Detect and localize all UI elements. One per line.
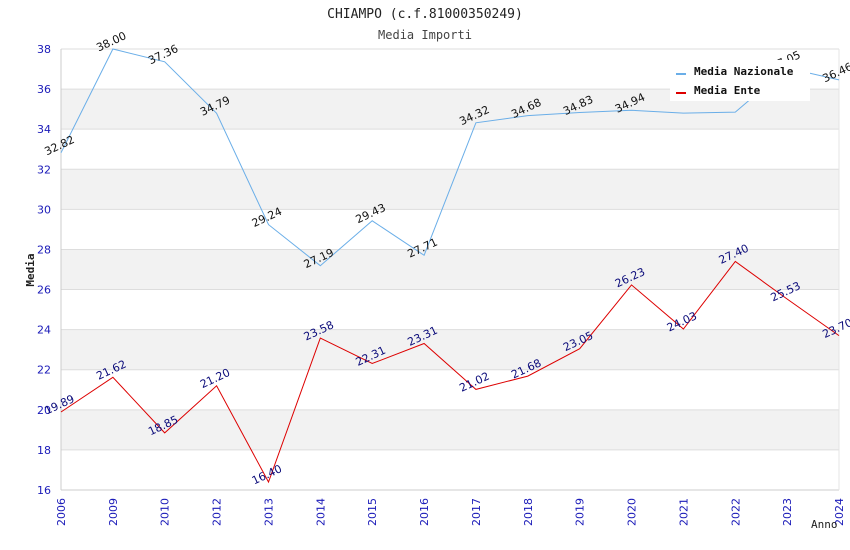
- chart-title: CHIAMPO (c.f.81000350249): [327, 7, 523, 22]
- x-tick-label: 2019: [574, 498, 587, 526]
- y-tick-label: 26: [37, 284, 51, 297]
- x-tick-label: 2012: [211, 498, 224, 526]
- x-tick-label: 2016: [418, 498, 431, 526]
- x-tick-label: 2024: [833, 498, 846, 526]
- legend-box: [670, 60, 810, 101]
- x-tick-label: 2020: [626, 498, 639, 526]
- y-tick-label: 34: [37, 123, 51, 136]
- y-tick-label: 16: [37, 484, 51, 497]
- y-tick-label: 30: [37, 203, 51, 216]
- x-ticks: 2006 2009 2010 2012 2013 2014 2015 2016 2017 2018…: [55, 498, 846, 526]
- x-tick-label: 2006: [55, 498, 68, 526]
- grid-bands: [61, 89, 839, 450]
- y-tick-label: 22: [37, 364, 51, 377]
- data-label-nazionale: 32.82: [42, 133, 76, 158]
- x-tick-label: 2023: [781, 498, 794, 526]
- y-tick-label: 32: [37, 163, 51, 176]
- y-tick-label: 28: [37, 243, 51, 256]
- series-line-media-ente: [60, 260, 840, 484]
- data-label-nazionale: 36.46: [820, 60, 850, 85]
- y-tick-label: 24: [37, 324, 51, 337]
- legend-label-nazionale: Media Nazionale: [694, 65, 794, 78]
- y-tick-label: 36: [37, 83, 51, 96]
- x-tick-label: 2021: [677, 498, 690, 526]
- grid-band: [61, 409, 839, 450]
- x-tick-label: 2015: [366, 498, 379, 526]
- y-tick-label: 38: [37, 43, 51, 56]
- x-tick-label: 2017: [470, 498, 483, 526]
- grid-band: [61, 329, 839, 370]
- legend: Media Nazionale Media Ente: [670, 60, 810, 101]
- data-label-nazionale: 38.00: [94, 29, 128, 54]
- x-tick-label: 2014: [314, 498, 327, 526]
- y-ticks: 16 18 20 22 24 26 28 30 32 34 36 38: [37, 43, 51, 497]
- x-tick-label: 2009: [107, 498, 120, 526]
- y-tick-label: 18: [37, 444, 51, 457]
- legend-label-ente: Media Ente: [694, 84, 761, 97]
- axes: [60, 49, 840, 491]
- data-label-ente: 16.40: [250, 462, 284, 487]
- x-tick-label: 2018: [522, 498, 535, 526]
- data-label-nazionale: 37.36: [146, 42, 180, 67]
- series-lines: [60, 48, 840, 484]
- y-tick-label: 20: [37, 404, 51, 417]
- x-axis-label: Anno: [811, 518, 838, 531]
- grid-band: [61, 249, 839, 290]
- x-tick-label: 2022: [729, 498, 742, 526]
- x-tick-label: 2013: [262, 498, 275, 526]
- data-label-ente: 21.02: [457, 370, 491, 395]
- chart-subtitle: Media Importi: [378, 28, 472, 42]
- x-tick-label: 2010: [159, 498, 172, 526]
- series-line-media-nazionale: [60, 48, 840, 267]
- y-axis-label: Media: [24, 253, 37, 286]
